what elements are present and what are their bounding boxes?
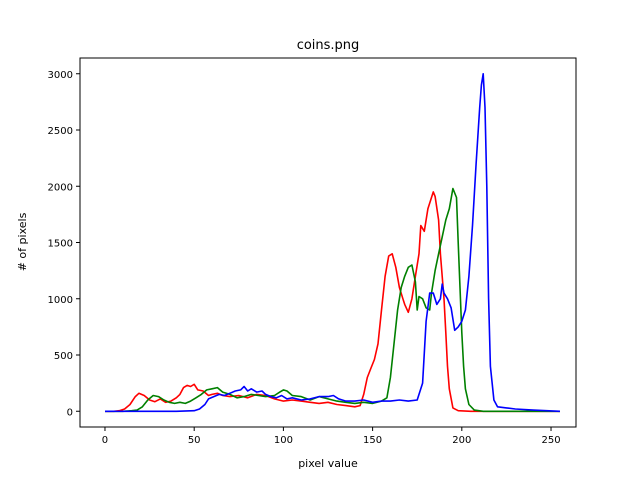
- x-tick-label: 100: [274, 435, 293, 446]
- blue-channel-line: [105, 73, 560, 413]
- y-tick-label: 500: [54, 351, 73, 362]
- plot-frame: [79, 57, 577, 428]
- red-channel-line: [105, 191, 560, 413]
- y-tick-label: 2500: [48, 126, 73, 137]
- x-tick-label: 50: [188, 435, 201, 446]
- y-axis-label: # of pixels: [16, 212, 29, 271]
- y-tick-label: 0: [67, 407, 73, 418]
- y-tick-label: 1500: [48, 239, 73, 250]
- series-layer: [105, 73, 560, 413]
- y-tick-label: 3000: [48, 70, 73, 81]
- y-tick-label: 2000: [48, 182, 73, 193]
- x-tick-label: 250: [541, 435, 560, 446]
- green-channel-line: [105, 187, 560, 413]
- y-tick-label: 1000: [48, 295, 73, 306]
- x-tick-label: 150: [363, 435, 382, 446]
- x-axis-ticks: 0 50 100 150 200 250: [102, 427, 561, 446]
- plot-area: [80, 58, 576, 427]
- x-tick-label: 0: [102, 435, 108, 446]
- x-tick-label: 200: [452, 435, 471, 446]
- x-axis-label: pixel value: [298, 457, 358, 470]
- y-axis-ticks: 0 500 1000 1500 2000 2500 3000: [48, 70, 80, 418]
- chart-title: coins.png: [297, 38, 360, 53]
